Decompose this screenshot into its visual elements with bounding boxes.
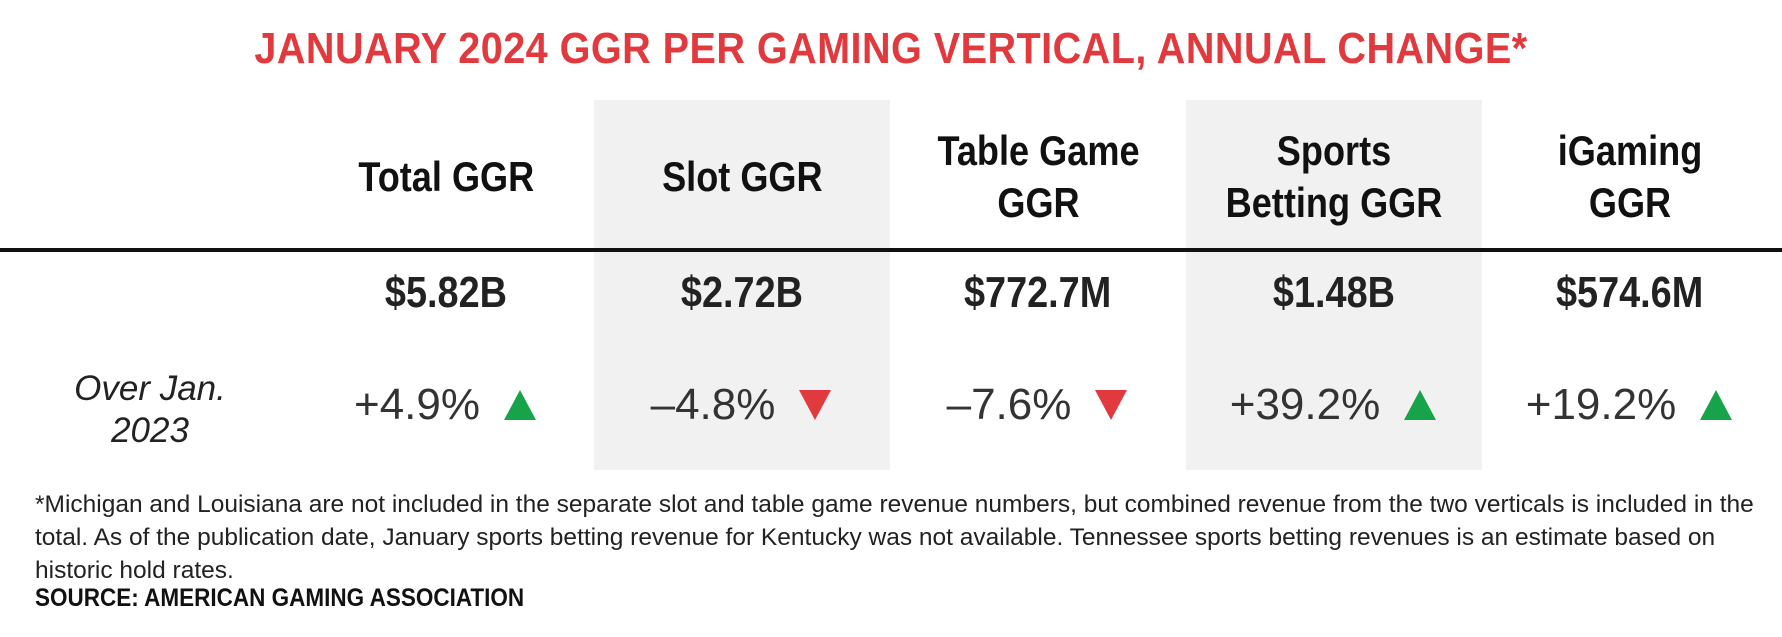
ggr-value-text: $1.48B xyxy=(1272,268,1396,317)
annual-change: +39.2% xyxy=(1186,380,1482,430)
ggr-value: $2.72B xyxy=(594,268,890,318)
triangle-down-icon xyxy=(1095,390,1128,420)
annual-change: –7.6% xyxy=(890,380,1186,430)
column-header: Table Game GGR xyxy=(890,122,1186,232)
column-header: Sports Betting GGR xyxy=(1186,122,1482,232)
triangle-down-shape xyxy=(799,390,832,420)
column-header-text: Sports Betting GGR xyxy=(1225,127,1443,226)
triangle-down-shape xyxy=(1095,390,1128,420)
annual-change-text: –4.8% xyxy=(650,380,776,429)
annual-change-text: +4.9% xyxy=(354,380,480,429)
annual-change-text: +19.2% xyxy=(1525,380,1677,429)
column-header-text: Total GGR xyxy=(358,153,534,200)
ggr-value-text: $2.72B xyxy=(680,268,804,317)
annual-change-text: +39.2% xyxy=(1229,380,1381,429)
column-shade-slot xyxy=(594,100,890,470)
ggr-value: $5.82B xyxy=(298,268,594,318)
source-line: SOURCE: AMERICAN GAMING ASSOCIATION xyxy=(35,584,525,612)
row-label-change: Over Jan. 2023 xyxy=(74,369,226,450)
annual-change: –4.8% xyxy=(594,380,890,430)
triangle-up-icon xyxy=(1404,390,1437,420)
annual-change: +4.9% xyxy=(298,380,594,430)
triangle-up-shape xyxy=(1404,390,1437,420)
column-header-text: iGaming GGR xyxy=(1557,127,1703,226)
header-divider xyxy=(0,248,1782,252)
ggr-value: $772.7M xyxy=(890,268,1186,318)
footnote: *Michigan and Louisiana are not included… xyxy=(35,491,1754,584)
ggr-value-text: $772.7M xyxy=(964,268,1112,317)
column-header: iGaming GGR xyxy=(1482,122,1778,232)
column-shade-sports xyxy=(1186,100,1482,470)
triangle-up-icon xyxy=(1700,390,1733,420)
column-header-text: Slot GGR xyxy=(661,153,823,200)
annual-change-text: –7.6% xyxy=(946,380,1072,429)
column-header: Slot GGR xyxy=(594,122,890,232)
triangle-up-icon xyxy=(503,390,536,420)
triangle-down-icon xyxy=(799,390,832,420)
ggr-value-text: $5.82B xyxy=(384,268,508,317)
ggr-value: $574.6M xyxy=(1482,268,1778,318)
chart-title: JANUARY 2024 GGR PER GAMING VERTICAL, AN… xyxy=(254,24,1528,73)
annual-change: +19.2% xyxy=(1482,380,1778,430)
triangle-up-shape xyxy=(503,390,536,420)
ggr-value: $1.48B xyxy=(1186,268,1482,318)
column-header: Total GGR xyxy=(298,122,594,232)
triangle-up-shape xyxy=(1700,390,1733,420)
ggr-value-text: $574.6M xyxy=(1556,268,1704,317)
column-header-text: Table Game GGR xyxy=(936,127,1140,226)
